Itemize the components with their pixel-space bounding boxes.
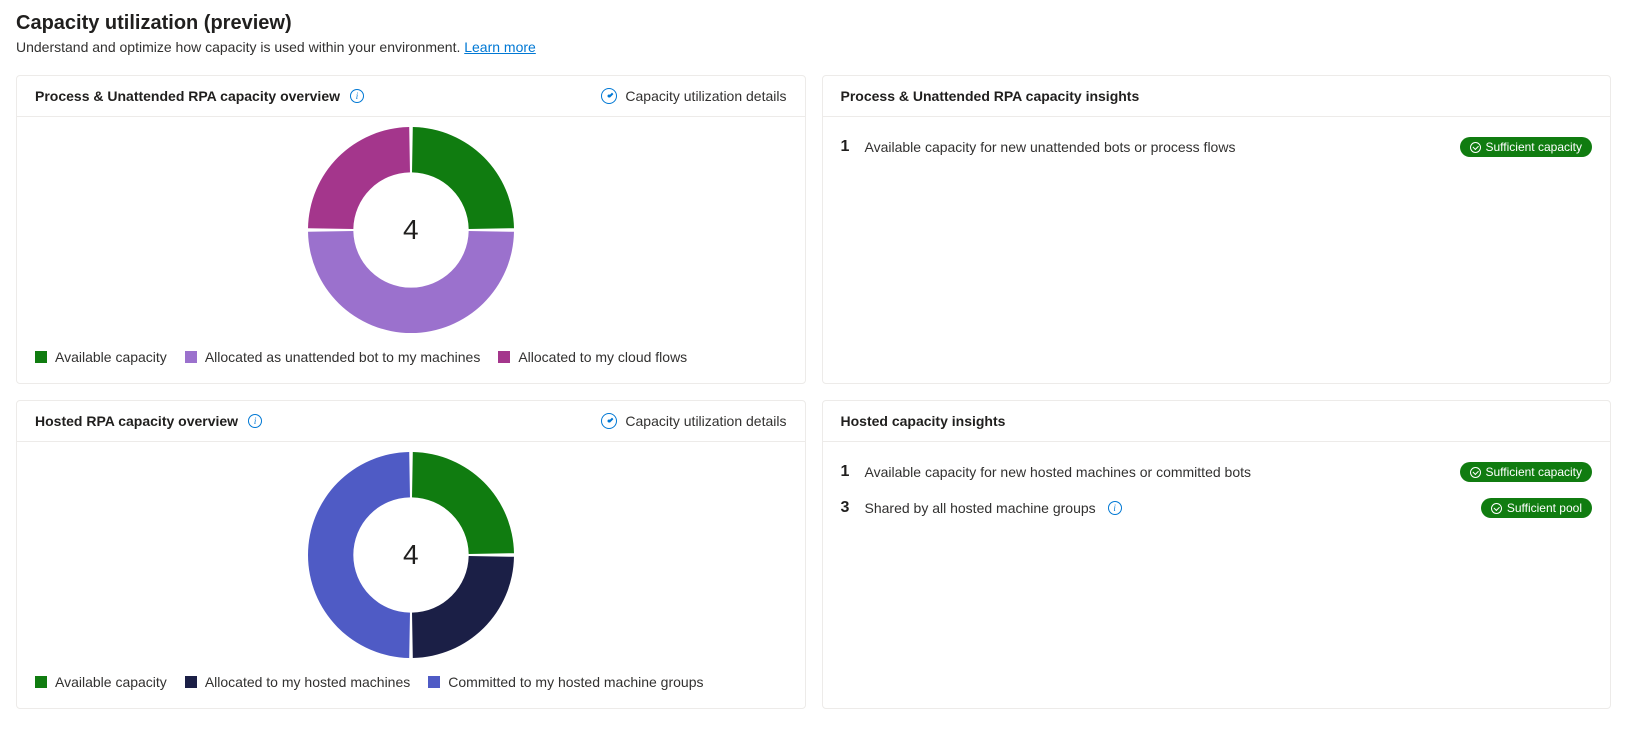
status-badge: Sufficient pool <box>1481 498 1592 518</box>
process-rpa-overview-card: Process & Unattended RPA capacity overvi… <box>16 75 806 384</box>
insight-row: 1 Available capacity for new unattended b… <box>841 129 1593 165</box>
legend-item[interactable]: Available capacity <box>35 349 167 365</box>
capacity-details-link[interactable]: Capacity utilization details <box>601 413 786 429</box>
insight-row: 3 Shared by all hosted machine groups i Suf… <box>841 490 1593 526</box>
card-title: Hosted capacity insights <box>841 413 1006 429</box>
insight-text: Available capacity for new unattended bo… <box>865 139 1236 155</box>
check-icon <box>1470 467 1481 478</box>
card-title: Hosted RPA capacity overview <box>35 413 238 429</box>
donut-slice[interactable] <box>412 452 514 554</box>
insight-count: 1 <box>841 463 853 481</box>
learn-more-link[interactable]: Learn more <box>464 39 536 55</box>
legend-item[interactable]: Committed to my hosted machine groups <box>428 674 703 690</box>
legend-swatch <box>35 676 47 688</box>
insights-body: 1 Available capacity for new hosted machi… <box>823 442 1611 538</box>
legend-swatch <box>498 351 510 363</box>
legend-swatch <box>185 676 197 688</box>
legend-label: Available capacity <box>55 674 167 690</box>
gauge-icon <box>601 413 617 429</box>
insight-row: 1 Available capacity for new hosted machi… <box>841 454 1593 490</box>
hosted-insights-card: Hosted capacity insights 1 Available capa… <box>822 400 1612 709</box>
process-rpa-donut-chart: 4 <box>308 127 514 333</box>
donut-slice[interactable] <box>308 452 410 658</box>
legend-item[interactable]: Allocated as unattended bot to my machin… <box>185 349 481 365</box>
legend-label: Allocated as unattended bot to my machin… <box>205 349 481 365</box>
badge-label: Sufficient capacity <box>1486 465 1583 479</box>
donut-slice[interactable] <box>308 127 410 229</box>
donut-slice[interactable] <box>412 556 514 658</box>
badge-label: Sufficient capacity <box>1486 140 1583 154</box>
status-badge: Sufficient capacity <box>1460 137 1593 157</box>
legend-label: Committed to my hosted machine groups <box>448 674 703 690</box>
check-icon <box>1470 142 1481 153</box>
info-icon[interactable]: i <box>248 414 262 428</box>
card-header: Hosted capacity insights <box>823 401 1611 442</box>
card-header: Hosted RPA capacity overview i Capacity … <box>17 401 805 442</box>
insight-count: 1 <box>841 138 853 156</box>
hosted-rpa-overview-card: Hosted RPA capacity overview i Capacity … <box>16 400 806 709</box>
donut-slice[interactable] <box>308 231 514 333</box>
donut-slice[interactable] <box>412 127 514 229</box>
process-rpa-insights-card: Process & Unattended RPA capacity insigh… <box>822 75 1612 384</box>
details-link-label: Capacity utilization details <box>625 88 786 104</box>
page-subtitle-text: Understand and optimize how capacity is … <box>16 39 464 55</box>
info-icon[interactable]: i <box>1108 501 1122 515</box>
page-subtitle: Understand and optimize how capacity is … <box>16 39 1611 55</box>
legend-swatch <box>428 676 440 688</box>
insight-count: 3 <box>841 499 853 517</box>
legend-item[interactable]: Allocated to my cloud flows <box>498 349 687 365</box>
insight-text: Shared by all hosted machine groups <box>865 500 1096 516</box>
card-title: Process & Unattended RPA capacity insigh… <box>841 88 1140 104</box>
card-header: Process & Unattended RPA capacity insigh… <box>823 76 1611 117</box>
details-link-label: Capacity utilization details <box>625 413 786 429</box>
donut-center-value: 4 <box>403 539 419 571</box>
donut-center-value: 4 <box>403 214 419 246</box>
legend-item[interactable]: Allocated to my hosted machines <box>185 674 410 690</box>
legend-label: Allocated to my cloud flows <box>518 349 687 365</box>
check-icon <box>1491 503 1502 514</box>
info-icon[interactable]: i <box>350 89 364 103</box>
legend-label: Available capacity <box>55 349 167 365</box>
insights-body: 1 Available capacity for new unattended b… <box>823 117 1611 177</box>
legend-swatch <box>35 351 47 363</box>
hosted-rpa-donut-chart: 4 <box>308 452 514 658</box>
card-title: Process & Unattended RPA capacity overvi… <box>35 88 340 104</box>
chart-legend: Available capacity Allocated to my hosted… <box>35 668 787 690</box>
badge-label: Sufficient pool <box>1507 501 1582 515</box>
status-badge: Sufficient capacity <box>1460 462 1593 482</box>
dashboard-grid: Process & Unattended RPA capacity overvi… <box>16 75 1611 709</box>
gauge-icon <box>601 88 617 104</box>
card-header: Process & Unattended RPA capacity overvi… <box>17 76 805 117</box>
chart-legend: Available capacity Allocated as unattende… <box>35 343 787 365</box>
capacity-details-link[interactable]: Capacity utilization details <box>601 88 786 104</box>
legend-swatch <box>185 351 197 363</box>
page-title: Capacity utilization (preview) <box>16 12 1611 35</box>
legend-label: Allocated to my hosted machines <box>205 674 410 690</box>
insight-text: Available capacity for new hosted machin… <box>865 464 1252 480</box>
legend-item[interactable]: Available capacity <box>35 674 167 690</box>
